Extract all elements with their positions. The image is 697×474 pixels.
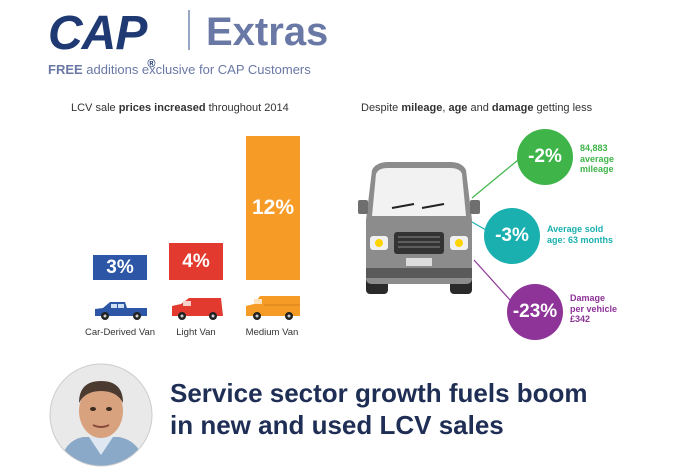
bar-car-derived-van: 3% [93, 255, 147, 280]
label-car-derived-van: Car-Derived Van [84, 327, 156, 338]
connector-lines [471, 159, 519, 301]
label-light-van: Light Van [176, 327, 216, 338]
person-photo [49, 363, 153, 467]
tagline: FREE additions exclusive for CAP Custome… [48, 62, 311, 77]
mileage-circle: -2% [517, 129, 573, 185]
bar-medium-van: 12% [246, 136, 300, 280]
age-circle: -3% [484, 208, 540, 264]
mileage-text: 84,883 average mileage [580, 143, 615, 174]
cap-logo: CAP® [48, 7, 155, 70]
damage-circle: -23% [507, 284, 563, 340]
header-divider [188, 10, 190, 50]
medium-van-icon [246, 296, 300, 320]
headline: Service sector growth fuels boom in new … [170, 378, 588, 440]
bar-light-van: 4% [169, 243, 223, 280]
car-derived-van-icon [95, 302, 147, 320]
van-front-icon [358, 162, 480, 294]
left-caption: LCV sale prices increased throughout 201… [71, 102, 289, 114]
extras-title: Extras [206, 10, 329, 54]
age-text: Average sold age: 63 months [547, 224, 614, 245]
label-medium-van: Medium Van [245, 327, 299, 338]
right-caption: Despite mileage, age and damage getting … [361, 102, 593, 114]
damage-text: Damage per vehicle £342 [570, 293, 618, 324]
light-van-icon [172, 298, 223, 320]
